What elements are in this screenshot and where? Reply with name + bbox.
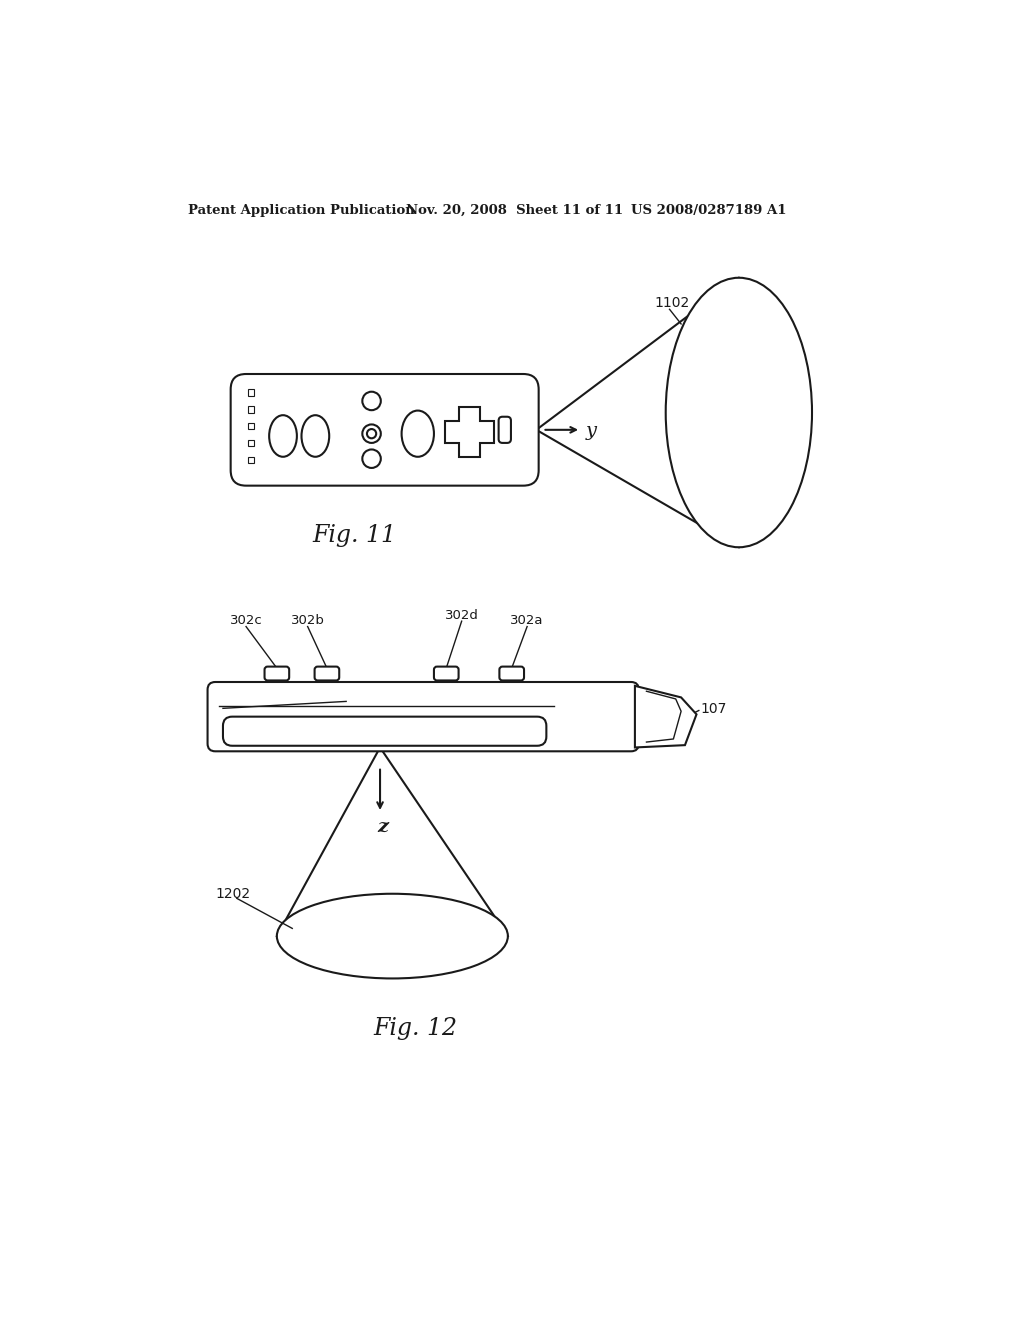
Ellipse shape (276, 894, 508, 978)
Circle shape (362, 392, 381, 411)
FancyBboxPatch shape (500, 667, 524, 681)
FancyBboxPatch shape (223, 717, 547, 746)
Polygon shape (444, 408, 494, 457)
Bar (248, 407, 254, 412)
FancyBboxPatch shape (208, 682, 639, 751)
Text: Fig. 11: Fig. 11 (312, 524, 396, 548)
Text: 1102: 1102 (654, 296, 689, 310)
Text: y: y (586, 422, 597, 441)
Text: 302a: 302a (510, 614, 544, 627)
Bar (248, 424, 254, 429)
Circle shape (367, 429, 376, 438)
Text: Patent Application Publication: Patent Application Publication (188, 205, 415, 218)
Polygon shape (635, 686, 696, 747)
Text: z: z (378, 818, 389, 836)
Bar (248, 441, 254, 446)
Text: 302b: 302b (291, 614, 325, 627)
Bar (248, 457, 254, 463)
Text: 107: 107 (700, 702, 727, 715)
FancyBboxPatch shape (264, 667, 289, 681)
Text: 302c: 302c (229, 614, 262, 627)
FancyBboxPatch shape (499, 417, 511, 444)
Circle shape (362, 425, 381, 444)
FancyBboxPatch shape (314, 667, 339, 681)
Text: Nov. 20, 2008  Sheet 11 of 11: Nov. 20, 2008 Sheet 11 of 11 (407, 205, 624, 218)
Ellipse shape (666, 277, 812, 548)
Text: 1202: 1202 (215, 887, 251, 900)
Ellipse shape (301, 416, 330, 457)
Text: US 2008/0287189 A1: US 2008/0287189 A1 (631, 205, 786, 218)
Text: Fig. 12: Fig. 12 (374, 1016, 458, 1040)
FancyBboxPatch shape (434, 667, 459, 681)
Bar (248, 389, 254, 396)
FancyBboxPatch shape (230, 374, 539, 486)
Ellipse shape (269, 416, 297, 457)
Text: 302d: 302d (444, 609, 478, 622)
Ellipse shape (401, 411, 434, 457)
Circle shape (362, 449, 381, 469)
